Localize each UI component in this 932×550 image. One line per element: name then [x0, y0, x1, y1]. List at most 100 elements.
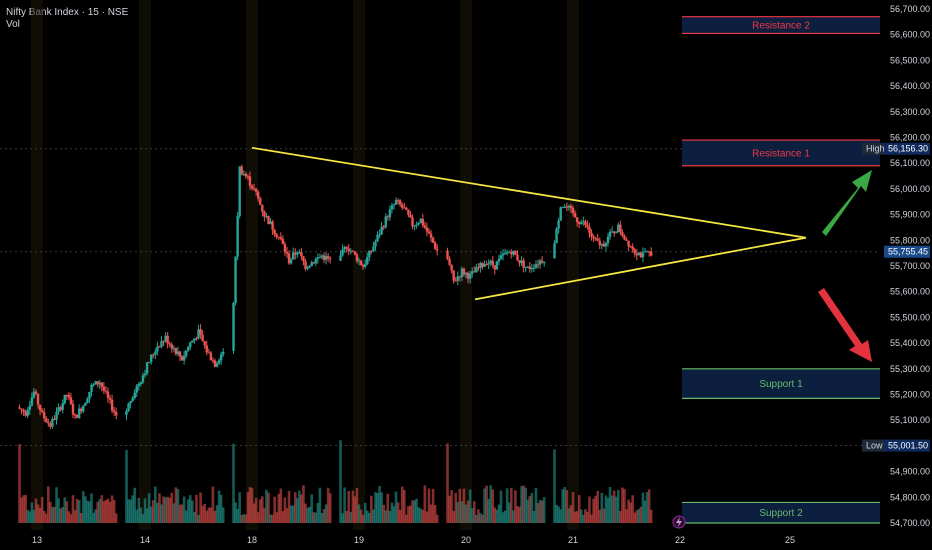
volume-bar: [73, 509, 77, 523]
candle-body: [199, 329, 202, 335]
candle-body: [477, 267, 480, 269]
volume-bar: [429, 504, 433, 523]
volume-bar: [365, 510, 369, 523]
volume-bar: [370, 495, 373, 523]
candle-body: [617, 224, 620, 233]
time-tick-label: 19: [354, 535, 364, 545]
candle-body: [588, 227, 591, 233]
volume-bar: [505, 488, 509, 523]
volume-bar: [314, 512, 318, 523]
volume-bar: [407, 506, 410, 523]
candle-body: [65, 394, 69, 396]
volume-bar: [186, 499, 190, 523]
volume-bar: [168, 497, 172, 523]
volume-bar: [388, 510, 392, 523]
candle-body: [300, 252, 303, 257]
candle-body: [398, 200, 402, 205]
volume-bar: [341, 513, 344, 523]
time-tick-label: 20: [461, 535, 471, 545]
volume-bar: [557, 506, 560, 523]
upper-trendline: [251, 146, 807, 239]
candle-body: [133, 392, 136, 399]
volume-bar: [34, 498, 38, 523]
candle-body: [475, 267, 478, 273]
candle-body: [174, 348, 178, 354]
volume-bar: [468, 489, 472, 523]
candle-body: [160, 341, 163, 347]
volume-bar: [604, 495, 608, 523]
volume-bar: [234, 502, 237, 523]
volume-bar: [77, 500, 81, 523]
volume-bar: [298, 490, 301, 523]
volume-bar: [396, 502, 400, 523]
volume-bar: [530, 493, 534, 523]
lightning-icon[interactable]: [672, 515, 686, 529]
candle-body: [90, 384, 93, 392]
volume-bar: [540, 500, 544, 523]
volume-bar: [384, 510, 388, 523]
volume-bar: [269, 514, 272, 523]
candle-body: [569, 205, 573, 209]
price-tick-label: 54,800.00: [890, 492, 930, 502]
candle-body: [312, 262, 315, 264]
candle-body: [631, 246, 634, 250]
volume-bar: [127, 499, 130, 523]
volume-bar: [258, 499, 262, 523]
last-price-value: 55,755.45: [888, 247, 928, 257]
volume-bar: [195, 494, 198, 523]
candle-body: [61, 403, 64, 410]
volume-bar: [304, 503, 307, 523]
price-tick-label: 55,600.00: [890, 287, 930, 297]
volume-bar: [588, 496, 591, 523]
volume-bar: [149, 506, 153, 523]
volume-bar: [79, 513, 83, 523]
candle-body: [96, 381, 99, 385]
volume-bar: [63, 497, 67, 523]
candle-body: [294, 252, 297, 255]
candle-body: [345, 247, 348, 249]
low-price-box: [884, 439, 930, 452]
candle-body: [154, 351, 157, 355]
volume-bar: [643, 500, 647, 523]
volume-bar: [174, 487, 178, 523]
candle-body: [32, 391, 36, 398]
candle-body: [129, 401, 132, 404]
price-tick-label: 54,900.00: [890, 467, 930, 477]
candle-body: [518, 260, 521, 264]
candle-body: [470, 271, 474, 274]
candle-body: [370, 250, 373, 252]
candle-body: [263, 211, 266, 217]
volume-bar: [86, 500, 89, 523]
candle-body: [448, 258, 451, 265]
projection-arrows: [818, 170, 872, 362]
candle-body: [452, 270, 455, 281]
candle-body: [466, 272, 470, 279]
candle-body: [425, 227, 429, 232]
candle-body: [203, 341, 206, 346]
volume-bar: [40, 496, 44, 523]
volume-bar: [302, 485, 305, 523]
candle-body: [168, 343, 171, 345]
volume-bar: [520, 486, 523, 523]
volume-bar: [625, 509, 628, 523]
volume-bar: [96, 501, 99, 523]
candle-body: [135, 386, 138, 393]
candle-body: [106, 391, 110, 399]
volume-bar: [645, 491, 649, 523]
candle-body: [339, 255, 342, 261]
candle-body: [211, 360, 215, 362]
candle-body: [355, 254, 359, 262]
time-tick-label: 18: [247, 535, 257, 545]
price-tick-label: 56,700.00: [890, 4, 930, 14]
candle-body: [635, 253, 639, 256]
candle-body: [42, 412, 46, 419]
volume-bar: [287, 491, 291, 523]
candle-body: [462, 268, 466, 275]
price-tick-label: 56,200.00: [890, 133, 930, 143]
volume-bar: [201, 505, 204, 523]
candle-body: [131, 398, 134, 402]
candle-body: [164, 335, 167, 342]
candle-body: [384, 216, 387, 228]
candle-body: [139, 382, 143, 385]
